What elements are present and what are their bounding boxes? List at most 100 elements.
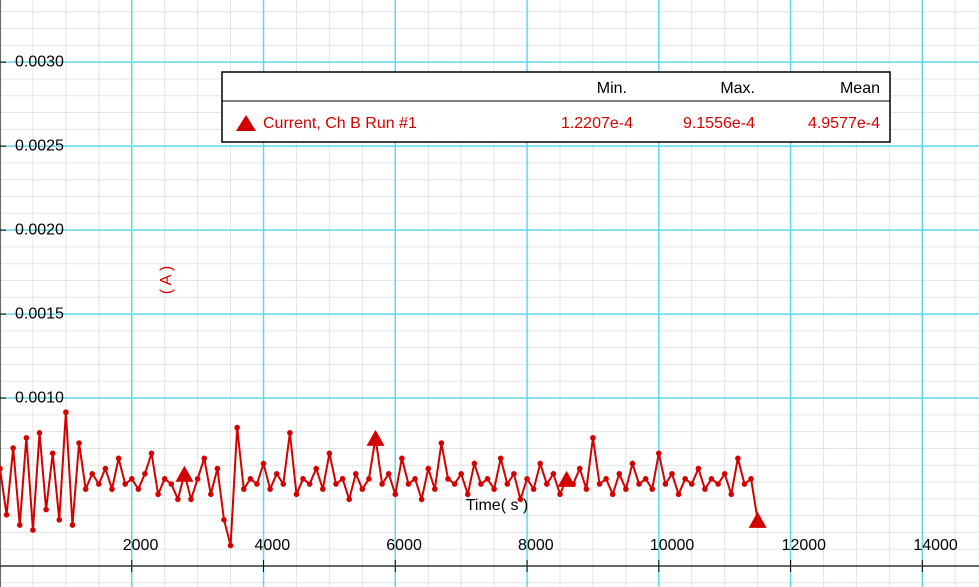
data-point: [412, 476, 418, 482]
data-point: [352, 470, 359, 477]
x-tick-label: 10000: [650, 537, 695, 554]
data-point: [102, 465, 109, 472]
data-point: [451, 481, 458, 487]
data-point: [497, 455, 504, 462]
data-point: [544, 481, 550, 487]
data-point: [128, 476, 135, 482]
data-point: [688, 481, 695, 487]
data-point: [16, 522, 23, 528]
x-tick-label: 4000: [255, 537, 291, 554]
y-axis-label: ( A ): [158, 266, 175, 294]
data-point: [537, 460, 544, 467]
y-tick-label: 0.0030: [15, 53, 64, 70]
x-tick-label: 6000: [386, 537, 422, 554]
data-point: [188, 496, 194, 503]
data-point: [135, 486, 142, 492]
data-point: [425, 465, 432, 472]
data-point: [214, 465, 221, 472]
data-point: [623, 486, 629, 492]
plot: [0, 409, 767, 549]
x-tick-label: 12000: [782, 537, 827, 554]
data-point: [96, 481, 102, 487]
data-point: [748, 476, 754, 482]
data-point: [287, 430, 293, 436]
y-tick-label: 0.0020: [15, 221, 64, 238]
data-point: [43, 506, 49, 513]
data-point: [142, 470, 148, 477]
data-point: [23, 435, 30, 441]
data-point: [590, 435, 596, 441]
data-point: [175, 496, 181, 503]
data-point: [30, 527, 36, 533]
data-point: [715, 481, 721, 487]
data-point: [69, 522, 76, 528]
data-point: [273, 470, 280, 477]
x-tick-label: 14000: [913, 537, 958, 554]
data-point: [82, 486, 89, 492]
data-point: [234, 424, 240, 431]
data-point: [702, 486, 708, 492]
data-point: [662, 481, 669, 487]
data-point: [208, 491, 214, 498]
data-point: [708, 476, 715, 482]
x-axis-label: Time( s ): [466, 497, 529, 514]
data-point: [339, 476, 346, 482]
data-point: [649, 486, 656, 492]
data-point: [464, 491, 471, 498]
data-point: [675, 491, 682, 498]
data-point: [629, 460, 636, 467]
data-point: [260, 460, 267, 467]
data-point: [267, 486, 273, 492]
data-point: [148, 450, 155, 457]
data-point: [36, 430, 43, 436]
labels: 2000 4000 6000 8000 10000 12000 14000 0.0010 0.0…: [15, 53, 958, 554]
data-point: [438, 440, 445, 446]
data-point: [313, 465, 320, 472]
data-point: [122, 481, 128, 487]
data-point: [280, 481, 287, 487]
data-point: [557, 491, 563, 498]
y-tick-label: 0.0010: [15, 389, 64, 406]
legend-series-name: Current, Ch B Run #1: [263, 115, 417, 132]
data-point: [115, 455, 122, 462]
data-point: [583, 486, 590, 492]
data-point: [155, 491, 161, 498]
data-point: [530, 486, 537, 492]
data-point: [227, 542, 234, 549]
legend-header: Max.: [720, 80, 755, 97]
data-point: [432, 486, 438, 492]
data-point: [609, 491, 616, 498]
data-point: [56, 517, 63, 523]
data-point: [3, 511, 10, 518]
data-point: [484, 476, 491, 482]
x-tick-label: 8000: [518, 537, 554, 554]
data-point: [293, 491, 300, 498]
data-point: [695, 465, 702, 472]
data-point: [254, 481, 260, 487]
x-tick-label: 2000: [123, 537, 159, 554]
data-point: [642, 476, 649, 482]
data-point: [385, 470, 392, 477]
data-point: [550, 470, 557, 477]
data-point: [576, 465, 583, 472]
data-point: [517, 496, 524, 503]
legend-stat: 4.9577e-4: [808, 115, 880, 132]
data-point: [300, 476, 306, 482]
data-point: [405, 481, 412, 487]
data-point: [392, 491, 399, 498]
data-point: [636, 481, 642, 487]
legend-box: [221, 71, 891, 143]
data-point: [194, 476, 201, 482]
data-point: [669, 470, 675, 477]
data-point: [603, 476, 609, 482]
data-point: [741, 481, 748, 487]
data-point: [511, 470, 517, 477]
data-point: [201, 455, 208, 462]
data-point: [570, 481, 576, 487]
data-point: [366, 476, 372, 482]
data-point: [728, 491, 735, 498]
data-point: [721, 470, 728, 477]
data-point: [0, 465, 3, 472]
data-point: [471, 460, 478, 467]
